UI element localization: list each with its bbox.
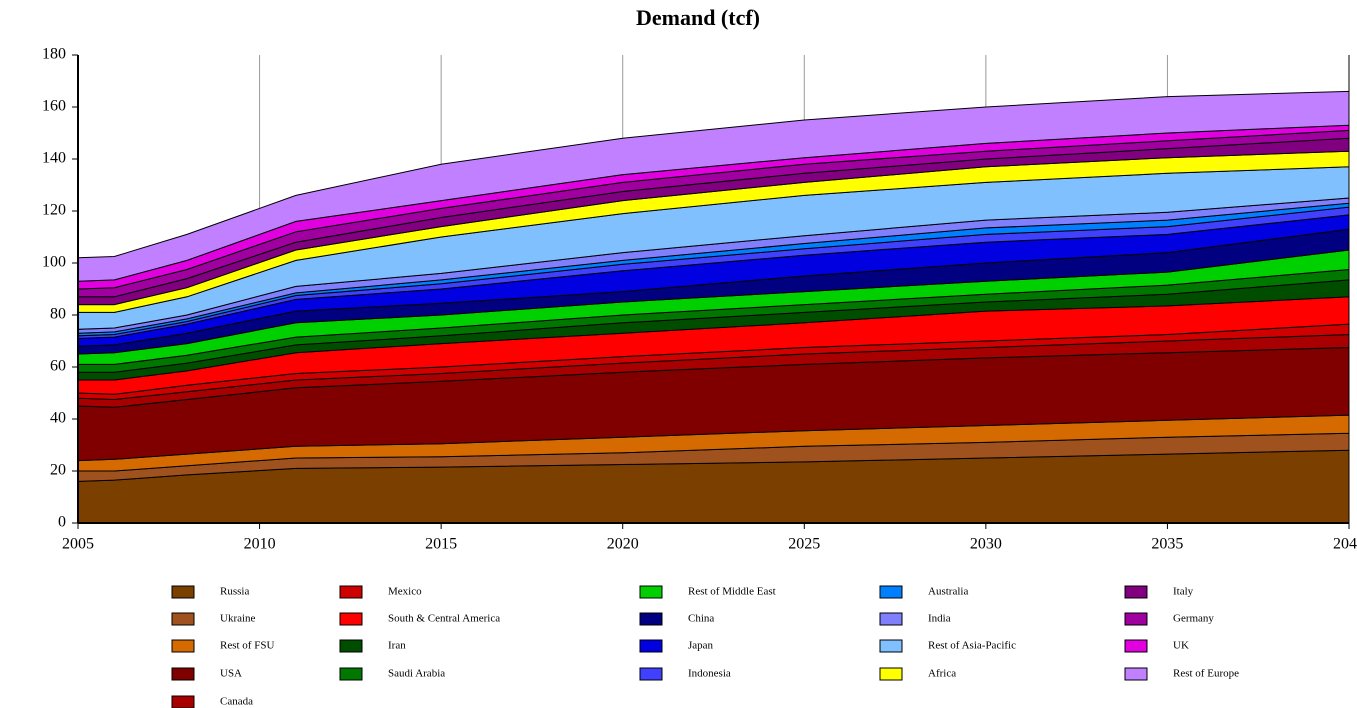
legend-swatch	[1124, 585, 1148, 599]
y-tick-label: 0	[58, 514, 66, 531]
legend-swatch	[171, 612, 195, 626]
y-tick-label: 140	[42, 150, 66, 167]
y-tick-label: 80	[50, 306, 66, 323]
legend-label: Rest of Asia-Pacific	[928, 640, 1016, 652]
legend-swatch	[639, 639, 663, 653]
legend-label: Japan	[688, 640, 714, 652]
legend-label: Rest of Europe	[1173, 668, 1239, 680]
legend-swatch	[879, 667, 903, 681]
legend-swatch	[171, 695, 195, 708]
legend-swatch	[171, 639, 195, 653]
legend-label: Rest of Middle East	[688, 586, 776, 598]
legend-swatch	[1124, 667, 1148, 681]
legend-label: Australia	[928, 586, 968, 598]
x-tick-label: 2030	[970, 536, 1002, 553]
y-tick-label: 60	[50, 358, 66, 375]
legend-label: South & Central America	[388, 613, 500, 625]
chart-title: Demand (tcf)	[636, 5, 760, 30]
legend-swatch	[1124, 639, 1148, 653]
legend-label: India	[928, 613, 951, 625]
y-tick-label: 20	[50, 462, 66, 479]
legend-label: Iran	[388, 640, 406, 652]
y-tick-label: 40	[50, 410, 66, 427]
x-tick-label: 2015	[425, 536, 457, 553]
legend-swatch	[639, 585, 663, 599]
legend-label: Africa	[928, 668, 956, 680]
x-tick-label: 2005	[62, 536, 94, 553]
legend-swatch	[879, 612, 903, 626]
legend-label: UK	[1173, 640, 1189, 652]
y-tick-label: 100	[42, 254, 66, 271]
legend-label: Italy	[1173, 586, 1194, 598]
legend-swatch	[1124, 612, 1148, 626]
legend-swatch	[339, 612, 363, 626]
legend-swatch	[171, 585, 195, 599]
legend-swatch	[339, 639, 363, 653]
x-tick-label: 2010	[244, 536, 276, 553]
legend-label: Canada	[220, 696, 253, 708]
legend-swatch	[339, 667, 363, 681]
x-tick-label: 2025	[788, 536, 820, 553]
legend-label: Saudi Arabia	[388, 668, 445, 680]
legend-label: Mexico	[388, 586, 422, 598]
y-tick-label: 160	[42, 98, 66, 115]
legend-label: Germany	[1173, 613, 1214, 625]
x-tick-label: 2035	[1151, 536, 1183, 553]
legend-swatch	[879, 585, 903, 599]
y-tick-label: 120	[42, 202, 66, 219]
legend-label: China	[688, 613, 714, 625]
legend-swatch	[171, 667, 195, 681]
legend-label: Ukraine	[220, 613, 256, 625]
legend-swatch	[879, 639, 903, 653]
legend-label: Russia	[220, 586, 249, 598]
legend-swatch	[639, 667, 663, 681]
legend-swatch	[339, 585, 363, 599]
y-tick-label: 180	[42, 46, 66, 63]
legend-label: Indonesia	[688, 668, 731, 680]
x-tick-label: 2020	[607, 536, 639, 553]
legend-label: Rest of FSU	[220, 640, 274, 652]
legend-swatch	[639, 612, 663, 626]
legend-label: USA	[220, 668, 242, 680]
